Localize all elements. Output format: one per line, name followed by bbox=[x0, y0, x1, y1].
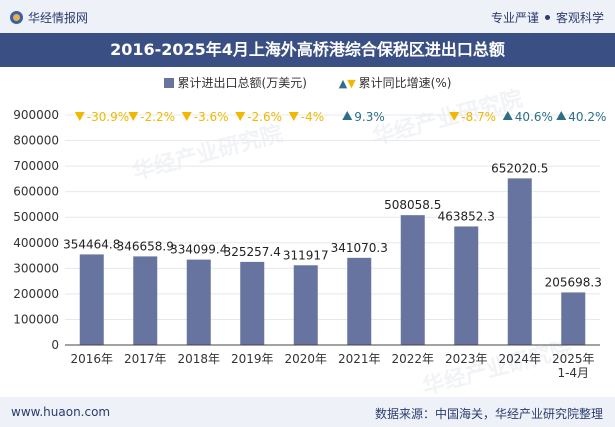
triangle-up-icon bbox=[556, 111, 567, 120]
triangle-down-icon: ▼ bbox=[347, 77, 356, 90]
bar bbox=[293, 265, 318, 345]
legend-swatch-icon bbox=[163, 78, 174, 88]
bar bbox=[133, 256, 158, 345]
y-tick-label: 400000 bbox=[13, 236, 59, 250]
growth-label: -2.6% bbox=[247, 110, 282, 124]
x-tick-label: 2018年 bbox=[177, 352, 220, 366]
triangle-down-icon bbox=[181, 112, 192, 121]
triangle-up-icon bbox=[502, 111, 513, 120]
bar-value-label: 205698.3 bbox=[545, 275, 602, 289]
legend-label-amount: 累计进出口总额(万美元) bbox=[177, 76, 307, 90]
y-tick-label: 800000 bbox=[13, 134, 59, 148]
footer-source: 数据来源：中国海关，华经产业研究院整理 bbox=[374, 407, 603, 421]
bar-value-label: 354464.8 bbox=[63, 237, 120, 251]
brand: 华经情报网 bbox=[10, 9, 88, 26]
y-tick-label: 700000 bbox=[13, 159, 59, 173]
x-tick-label: 2021年 bbox=[338, 352, 381, 366]
x-tick-label: 2016年 bbox=[70, 352, 113, 366]
x-tick-label: 2022年 bbox=[391, 352, 434, 366]
growth-labels: -30.9% -2.2% -3.6% -2.6% -4% 9.3% -8.7% 40.6% 40… bbox=[74, 110, 606, 124]
bar bbox=[507, 178, 532, 345]
separator-dot-icon bbox=[544, 15, 550, 20]
bar-chart: 900000 800000 700000 600000 500000 400000 3000… bbox=[13, 108, 606, 380]
legend-item-amount: 累计进出口总额(万美元) bbox=[163, 74, 307, 91]
bar-value-label: 346658.9 bbox=[117, 239, 174, 253]
y-tick-label: 900000 bbox=[13, 108, 59, 122]
x-tick-label: 2019年 bbox=[231, 352, 274, 366]
tagline-right: 客观科学 bbox=[555, 11, 604, 25]
legend-label-growth: 累计同比增速(%) bbox=[358, 76, 452, 90]
y-tick-label: 0 bbox=[51, 338, 59, 352]
triangle-down-icon bbox=[235, 112, 246, 121]
bar bbox=[400, 215, 425, 345]
x-tick-label: 2023年 bbox=[445, 352, 488, 366]
top-banner: 华经情报网 专业严谨 客观科学 bbox=[0, 0, 615, 33]
tagline: 专业严谨 客观科学 bbox=[491, 9, 604, 26]
triangle-down-icon bbox=[74, 112, 85, 121]
x-tick-label: 2020年 bbox=[284, 352, 327, 366]
bar-value-label: 311917 bbox=[283, 248, 329, 262]
bar-value-label: 334099.4 bbox=[170, 243, 227, 257]
bar-value-label: 463852.3 bbox=[438, 209, 495, 223]
bar-value-label: 341070.3 bbox=[331, 241, 388, 255]
bar bbox=[186, 259, 211, 345]
bar bbox=[347, 257, 372, 345]
growth-label: -30.9% bbox=[87, 110, 129, 124]
bar bbox=[240, 261, 265, 345]
growth-label: 40.2% bbox=[568, 110, 606, 124]
growth-label: 40.6% bbox=[515, 110, 553, 124]
bars bbox=[79, 178, 586, 345]
bar-value-label: 325257.4 bbox=[224, 245, 281, 259]
growth-label: -2.2% bbox=[140, 110, 175, 124]
bar-value-label: 508058.5 bbox=[384, 198, 441, 212]
growth-label: -4% bbox=[301, 110, 324, 124]
x-axis: 2016年 2017年 2018年 2019年 2020年 2021年 2022年 2023年… bbox=[65, 344, 600, 380]
legend: 累计进出口总额(万美元) ▲▼ 累计同比增速(%) bbox=[0, 74, 615, 91]
bar bbox=[561, 292, 586, 345]
brand-name: 华经情报网 bbox=[28, 11, 89, 25]
triangle-down-icon bbox=[288, 112, 299, 121]
y-axis: 900000 800000 700000 600000 500000 400000 3000… bbox=[13, 108, 59, 352]
tagline-left: 专业严谨 bbox=[490, 11, 539, 25]
growth-label: 9.3% bbox=[354, 110, 385, 124]
y-tick-label: 500000 bbox=[13, 210, 59, 224]
triangle-down-icon bbox=[449, 112, 460, 121]
x-tick-label: 2025年 1-4月 bbox=[552, 352, 595, 380]
bar bbox=[79, 254, 104, 345]
legend-item-growth: ▲▼ 累计同比增速(%) bbox=[339, 74, 452, 91]
bar-value-label: 652020.5 bbox=[491, 161, 548, 175]
chart-title: 2016-2025年4月上海外高桥港综合保税区进出口总额 bbox=[0, 33, 615, 67]
triangle-down-icon bbox=[128, 112, 139, 121]
y-tick-label: 600000 bbox=[13, 185, 59, 199]
footer: www.huaon.com 数据来源：中国海关，华经产业研究院整理 bbox=[0, 397, 615, 427]
growth-label: -3.6% bbox=[194, 110, 229, 124]
x-tick-label: 2024年 bbox=[498, 352, 541, 366]
x-tick-label: 2017年 bbox=[124, 352, 167, 366]
growth-label: -8.7% bbox=[461, 110, 496, 124]
bar bbox=[454, 226, 479, 345]
y-tick-label: 300000 bbox=[13, 261, 59, 275]
y-tick-label: 200000 bbox=[13, 287, 59, 301]
footer-url: www.huaon.com bbox=[11, 405, 111, 419]
y-tick-label: 100000 bbox=[13, 312, 59, 326]
brand-logo-icon bbox=[10, 11, 23, 24]
triangle-up-icon: ▲ bbox=[338, 77, 348, 90]
triangle-up-icon bbox=[342, 111, 353, 120]
